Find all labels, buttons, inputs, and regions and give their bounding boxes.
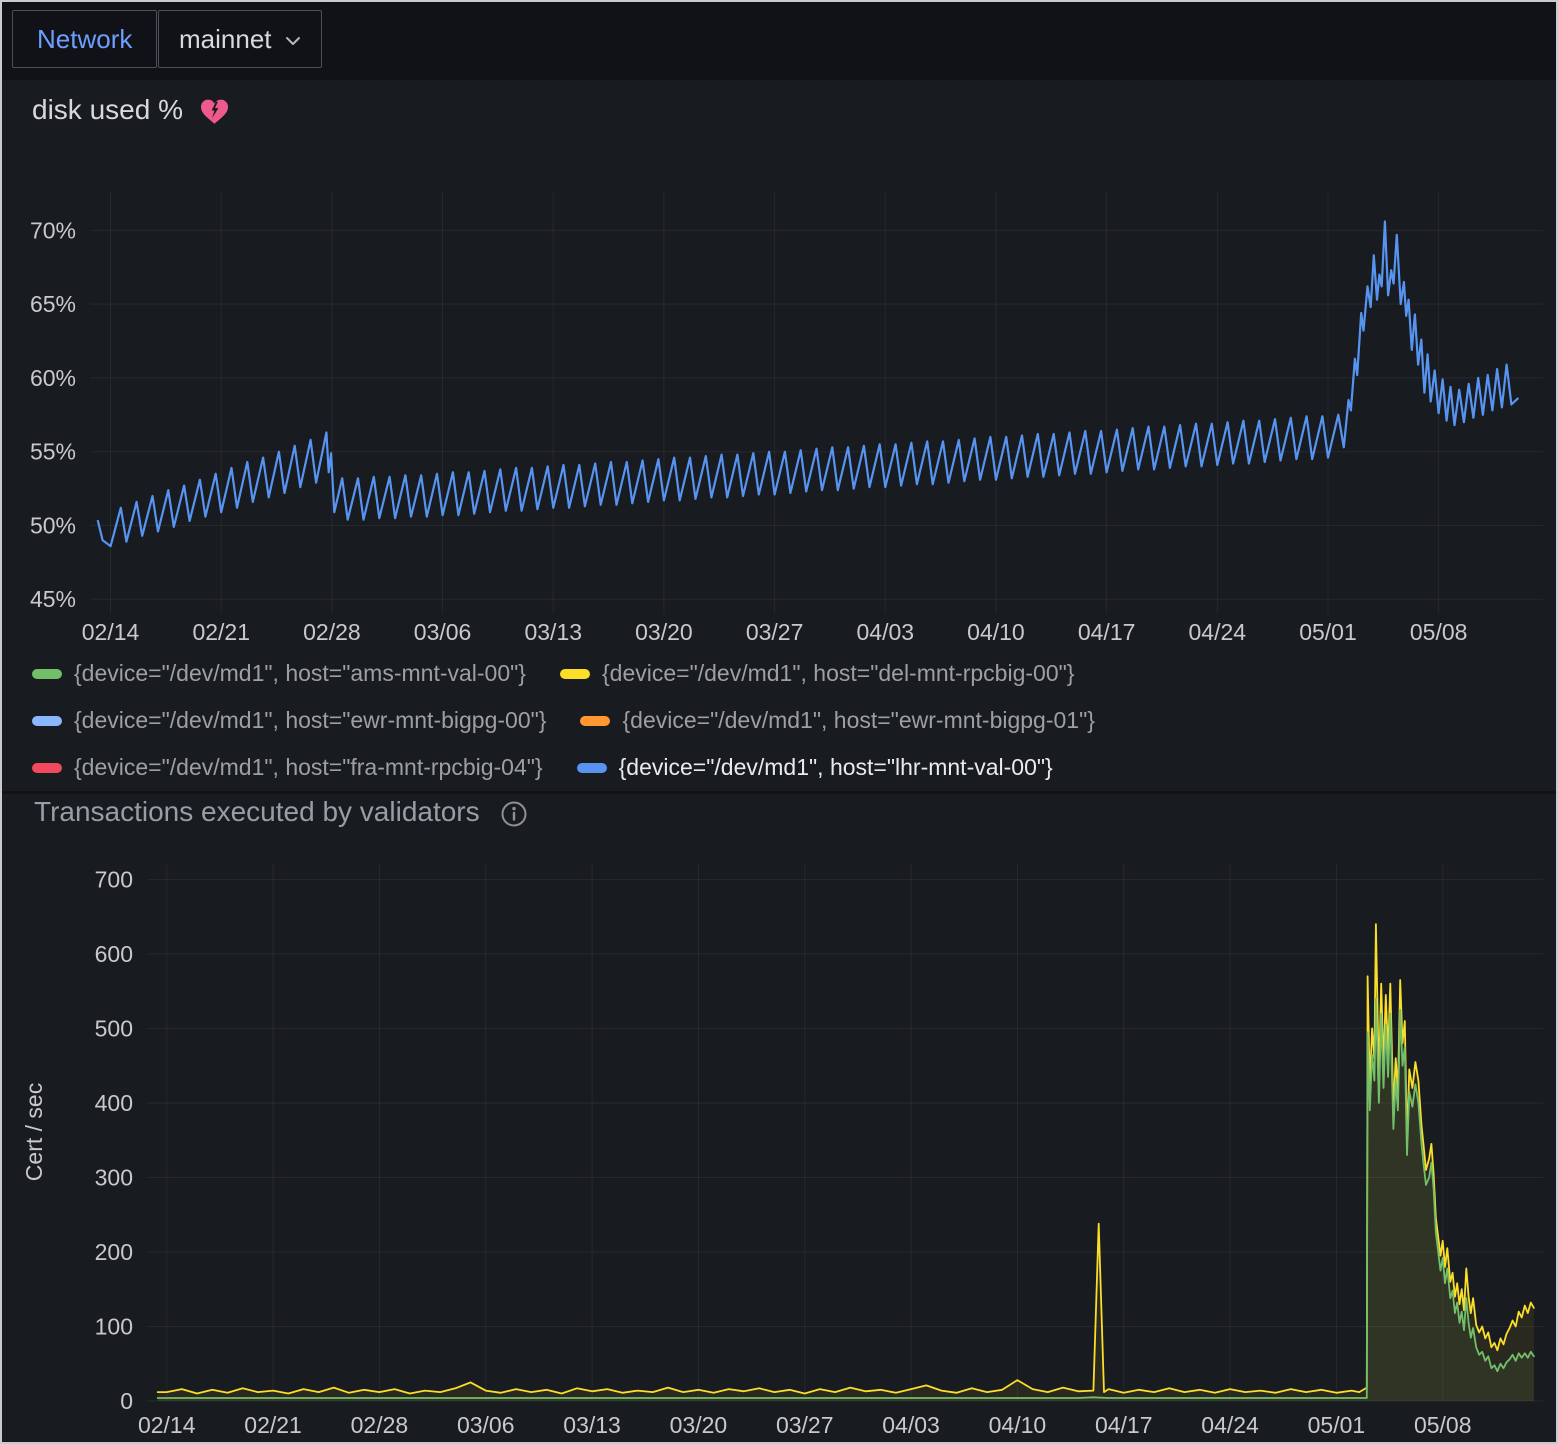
svg-text:04/17: 04/17 [1095,1412,1153,1438]
panel-disk-title: disk used % [32,94,183,126]
network-variable-value: mainnet [179,24,272,55]
svg-text:02/14: 02/14 [82,619,140,645]
series-swatch [580,716,610,726]
svg-text:60%: 60% [30,365,76,391]
svg-text:600: 600 [95,941,133,967]
svg-text:04/24: 04/24 [1201,1412,1259,1438]
info-circle-icon[interactable] [500,800,528,828]
legend-label: {device="/dev/md1", host="ewr-mnt-bigpg-… [74,707,546,734]
svg-text:03/06: 03/06 [414,619,472,645]
series-swatch [32,669,62,679]
svg-text:04/24: 04/24 [1189,619,1247,645]
series-swatch [32,716,62,726]
network-variable-label-text: Network [37,24,132,55]
svg-text:100: 100 [95,1313,133,1339]
svg-text:03/27: 03/27 [746,619,804,645]
svg-text:65%: 65% [30,291,76,317]
svg-text:45%: 45% [30,586,76,612]
series-swatch [32,763,62,773]
svg-text:04/10: 04/10 [967,619,1025,645]
disk-legend: {device="/dev/md1", host="ams-mnt-val-00… [32,650,1537,791]
legend-item[interactable]: {device="/dev/md1", host="del-mnt-rpcbig… [560,650,1074,697]
legend-label: {device="/dev/md1", host="lhr-mnt-val-00… [619,754,1053,781]
legend-label: {device="/dev/md1", host="ams-mnt-val-00… [74,660,526,687]
panel-tx-title: Transactions executed by validators [34,796,480,828]
svg-text:200: 200 [95,1239,133,1265]
legend-label: {device="/dev/md1", host="del-mnt-rpcbig… [602,660,1074,687]
svg-text:0: 0 [120,1388,133,1414]
svg-text:04/10: 04/10 [989,1412,1047,1438]
legend-item[interactable]: {device="/dev/md1", host="lhr-mnt-val-00… [577,744,1053,791]
svg-text:02/21: 02/21 [244,1412,302,1438]
legend-label: {device="/dev/md1", host="ewr-mnt-bigpg-… [622,707,1094,734]
svg-text:02/28: 02/28 [351,1412,409,1438]
series-swatch [577,763,607,773]
svg-text:03/20: 03/20 [670,1412,728,1438]
svg-text:400: 400 [95,1090,133,1116]
svg-text:02/28: 02/28 [303,619,361,645]
dashboard: Network mainnet disk used % 45% 50% 55% 60%… [0,0,1558,1444]
svg-text:55%: 55% [30,439,76,465]
svg-text:Cert / sec: Cert / sec [21,1083,47,1181]
legend-item[interactable]: {device="/dev/md1", host="ewr-mnt-bigpg-… [580,697,1094,744]
svg-text:03/20: 03/20 [635,619,693,645]
svg-text:03/13: 03/13 [524,619,582,645]
chevron-down-icon [285,36,301,46]
svg-text:300: 300 [95,1164,133,1190]
svg-text:03/27: 03/27 [776,1412,834,1438]
variables-toolbar: Network mainnet [2,2,1556,78]
panel-tx-header: Transactions executed by validators [34,796,528,828]
svg-text:02/21: 02/21 [192,619,250,645]
transactions-chart[interactable]: 0 100 200 300 400 500 600 700 02/14 02/21 02/28 03/… [2,794,1556,1442]
network-variable-dropdown[interactable]: mainnet [158,10,322,68]
legend-item[interactable]: {device="/dev/md1", host="ams-mnt-val-00… [32,650,526,697]
panel-transactions: Transactions executed by validators 0 100… [2,794,1556,1442]
svg-text:50%: 50% [30,512,76,538]
svg-text:05/01: 05/01 [1299,619,1357,645]
svg-text:05/08: 05/08 [1414,1412,1472,1438]
svg-text:04/17: 04/17 [1078,619,1136,645]
panel-disk-header: disk used % [32,94,230,126]
broken-heart-icon [199,96,230,125]
legend-label: {device="/dev/md1", host="fra-mnt-rpcbig… [74,754,543,781]
svg-text:02/14: 02/14 [138,1412,196,1438]
svg-text:04/03: 04/03 [882,1412,940,1438]
legend-item[interactable]: {device="/dev/md1", host="fra-mnt-rpcbig… [32,744,543,791]
svg-text:03/06: 03/06 [457,1412,515,1438]
svg-text:04/03: 04/03 [856,619,914,645]
svg-text:70%: 70% [30,217,76,243]
panel-disk-used: disk used % 45% 50% 55% 60% 65% 70% 02/14 02/21… [2,80,1556,791]
svg-text:500: 500 [95,1015,133,1041]
svg-text:03/13: 03/13 [563,1412,621,1438]
series-swatch [560,669,590,679]
legend-item[interactable]: {device="/dev/md1", host="ewr-mnt-bigpg-… [32,697,546,744]
svg-text:05/01: 05/01 [1308,1412,1366,1438]
svg-text:700: 700 [95,866,133,892]
svg-text:05/08: 05/08 [1410,619,1468,645]
network-variable-label: Network [12,10,157,68]
